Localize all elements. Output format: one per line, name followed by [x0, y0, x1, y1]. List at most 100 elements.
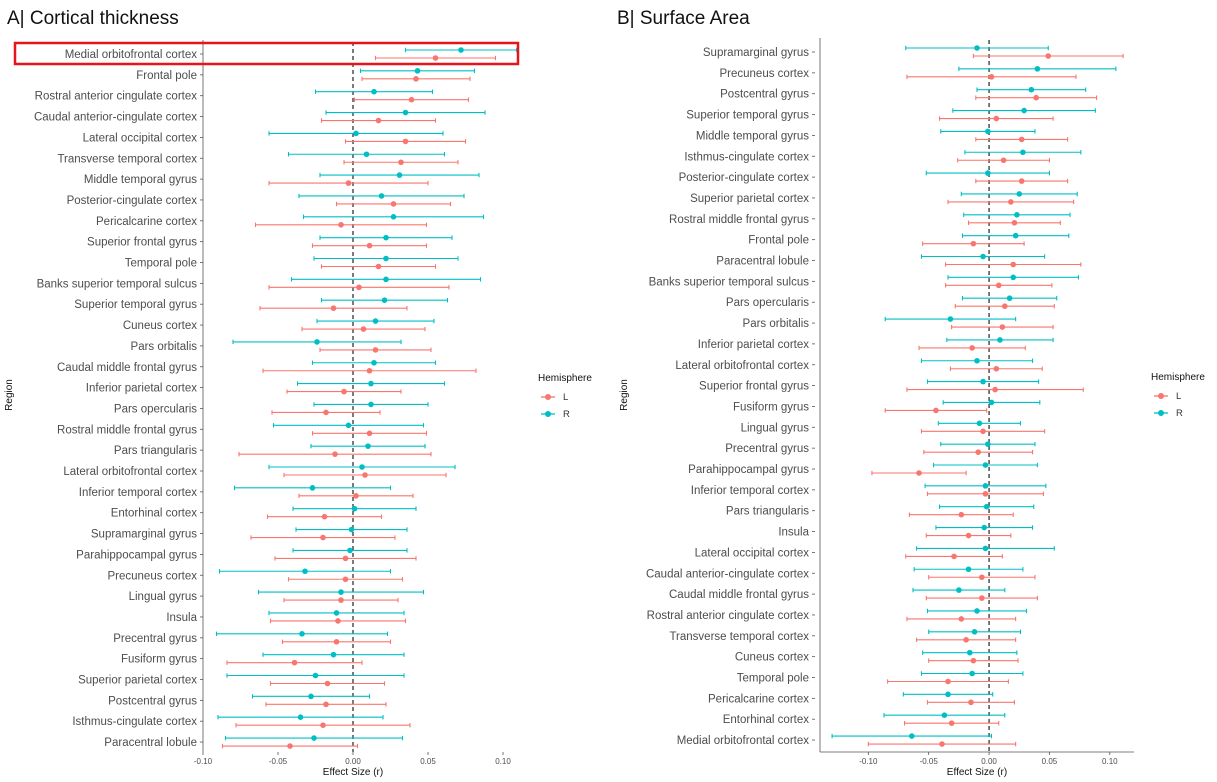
region-label: Medial orbitofrontal cortex — [65, 49, 198, 61]
point-L — [979, 595, 985, 601]
region-label: Caudal anterior-cingulate cortex — [34, 112, 197, 124]
region-label: Lingual gyrus — [741, 422, 810, 434]
point-R — [1020, 149, 1026, 156]
region-label: Superior temporal gyrus — [686, 110, 809, 122]
point-R — [363, 151, 370, 158]
panel-b-legend-R-label: R — [1176, 408, 1183, 419]
point-R — [980, 378, 986, 385]
point-R — [383, 276, 389, 283]
point-R — [966, 649, 973, 656]
point-R — [338, 589, 344, 595]
region-label: Lateral orbitofrontal cortex — [63, 466, 197, 478]
point-L — [968, 699, 974, 706]
region-label: Temporal pole — [737, 673, 809, 685]
point-R — [312, 672, 319, 679]
point-R — [988, 399, 995, 406]
point-L — [948, 720, 955, 726]
point-L — [338, 222, 344, 228]
point-L — [287, 743, 293, 749]
point-R — [368, 401, 374, 408]
region-label: Precuneus cortex — [720, 68, 810, 80]
point-L — [1010, 261, 1017, 268]
panel-a-region-labels: Medial orbitofrontal cortex Frontal pole R… — [34, 49, 198, 749]
point-R — [390, 214, 397, 220]
panel-a-title: A| Cortical thickness — [7, 8, 179, 29]
point-L — [398, 159, 404, 166]
point-R — [365, 443, 371, 449]
panel-b-legend-L-point — [1158, 393, 1164, 399]
region-label: Inferior temporal cortex — [79, 487, 197, 499]
x-tick-label: 0.10 — [1102, 757, 1118, 766]
panel-a-x-axis-title: Effect Size (r) — [323, 767, 383, 778]
panel-a-legend-L: L — [541, 392, 568, 403]
point-R — [985, 128, 991, 135]
point-R — [1034, 66, 1041, 72]
point-L — [1033, 94, 1039, 101]
point-L — [413, 76, 419, 82]
highlight-box — [13, 41, 520, 66]
region-label: Pericalcarine cortex — [708, 693, 809, 705]
region-label: Rostral middle frontal gyrus — [57, 424, 197, 436]
region-label: Inferior temporal cortex — [691, 485, 809, 497]
region-label: Frontal pole — [136, 70, 197, 82]
point-R — [383, 255, 389, 262]
point-R — [309, 485, 316, 491]
point-L — [291, 659, 298, 666]
point-R — [1010, 274, 1017, 281]
panel-a-legend-L-label: L — [563, 392, 568, 403]
point-L — [995, 282, 1002, 289]
point-R — [371, 359, 377, 366]
region-label: Supramarginal gyrus — [703, 47, 809, 59]
point-L — [970, 240, 977, 247]
point-L — [330, 305, 337, 312]
point-R — [333, 610, 340, 616]
point-R — [359, 464, 365, 470]
panel-a-x-axis: -0.10 -0.05 0.00 0.05 0.10 — [194, 40, 511, 766]
region-label: Pars opercularis — [726, 297, 809, 309]
point-L — [320, 722, 326, 728]
point-R — [371, 88, 377, 95]
region-label: Caudal middle frontal gyrus — [57, 362, 197, 374]
panel-cortical-thickness: A| Cortical thickness Medial orbitofront… — [4, 8, 592, 778]
region-label: Inferior parietal cortex — [86, 383, 197, 395]
region-label: Caudal anterior-cingulate cortex — [646, 568, 809, 580]
point-L — [366, 242, 373, 249]
point-R — [908, 733, 915, 739]
point-R — [330, 651, 337, 658]
point-L — [323, 701, 329, 708]
panel-a-legend-title: Hemisphere — [538, 373, 592, 384]
point-L — [1045, 53, 1052, 59]
point-L — [993, 115, 1000, 122]
panel-a-legend-L-point — [545, 394, 551, 400]
point-R — [981, 524, 988, 531]
panel-b-legend-L: L — [1154, 391, 1181, 402]
point-R — [311, 735, 317, 741]
point-L — [970, 657, 977, 664]
point-R — [314, 339, 320, 345]
region-label: Superior parietal cortex — [690, 193, 809, 205]
region-label: Postcentral gyrus — [108, 695, 197, 707]
point-L — [342, 555, 349, 562]
x-tick-label: 0.10 — [495, 757, 511, 766]
panel-a-legend-R: R — [541, 409, 570, 420]
point-L — [321, 513, 328, 520]
point-R — [1028, 86, 1035, 93]
region-label: Paracentral lobule — [716, 256, 809, 268]
point-R — [297, 714, 304, 720]
region-label: Superior parietal cortex — [78, 675, 197, 687]
panel-b-legend: Hemisphere L R — [1151, 372, 1205, 419]
point-R — [980, 253, 986, 260]
panel-b-legend-title: Hemisphere — [1151, 372, 1205, 383]
point-R — [1006, 295, 1013, 302]
region-label: Pars triangularis — [726, 506, 809, 518]
point-L — [332, 451, 338, 457]
point-L — [1011, 220, 1018, 226]
point-L — [324, 680, 331, 687]
point-R — [396, 172, 403, 178]
point-R — [974, 608, 980, 614]
point-R — [997, 337, 1003, 343]
region-label: Middle temporal gyrus — [696, 130, 809, 142]
region-label: Transverse temporal cortex — [57, 153, 197, 165]
panel-b-plot-area — [831, 40, 1124, 752]
